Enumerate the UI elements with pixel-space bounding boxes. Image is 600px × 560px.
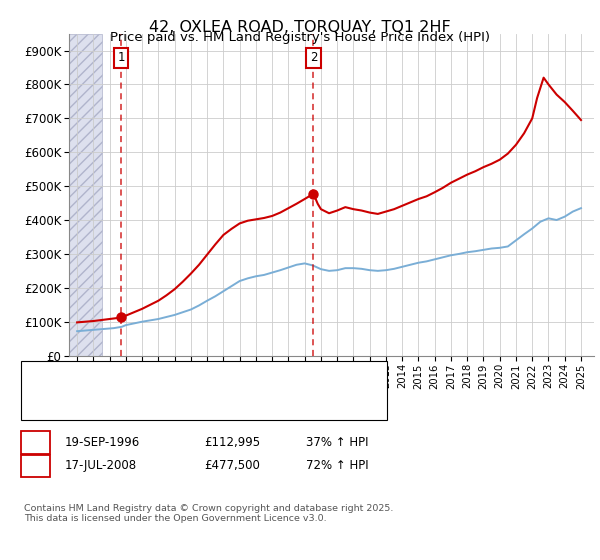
Text: 72% ↑ HPI: 72% ↑ HPI — [306, 459, 368, 473]
Text: Price paid vs. HM Land Registry's House Price Index (HPI): Price paid vs. HM Land Registry's House … — [110, 31, 490, 44]
Text: £477,500: £477,500 — [204, 459, 260, 473]
Text: £112,995: £112,995 — [204, 436, 260, 449]
Text: 17-JUL-2008: 17-JUL-2008 — [65, 459, 137, 473]
Text: 37% ↑ HPI: 37% ↑ HPI — [306, 436, 368, 449]
Text: 19-SEP-1996: 19-SEP-1996 — [65, 436, 140, 449]
Text: 1: 1 — [31, 436, 40, 449]
Text: 42, OXLEA ROAD, TORQUAY, TQ1 2HF (detached house): 42, OXLEA ROAD, TORQUAY, TQ1 2HF (detach… — [67, 374, 378, 384]
Text: 1: 1 — [118, 52, 125, 64]
Text: 2: 2 — [31, 459, 40, 473]
Text: 42, OXLEA ROAD, TORQUAY, TQ1 2HF: 42, OXLEA ROAD, TORQUAY, TQ1 2HF — [149, 20, 451, 35]
Text: HPI: Average price, detached house, Torbay: HPI: Average price, detached house, Torb… — [67, 397, 310, 407]
Text: 2: 2 — [310, 52, 317, 64]
Bar — [69, 34, 101, 356]
Text: Contains HM Land Registry data © Crown copyright and database right 2025.
This d: Contains HM Land Registry data © Crown c… — [24, 504, 394, 524]
